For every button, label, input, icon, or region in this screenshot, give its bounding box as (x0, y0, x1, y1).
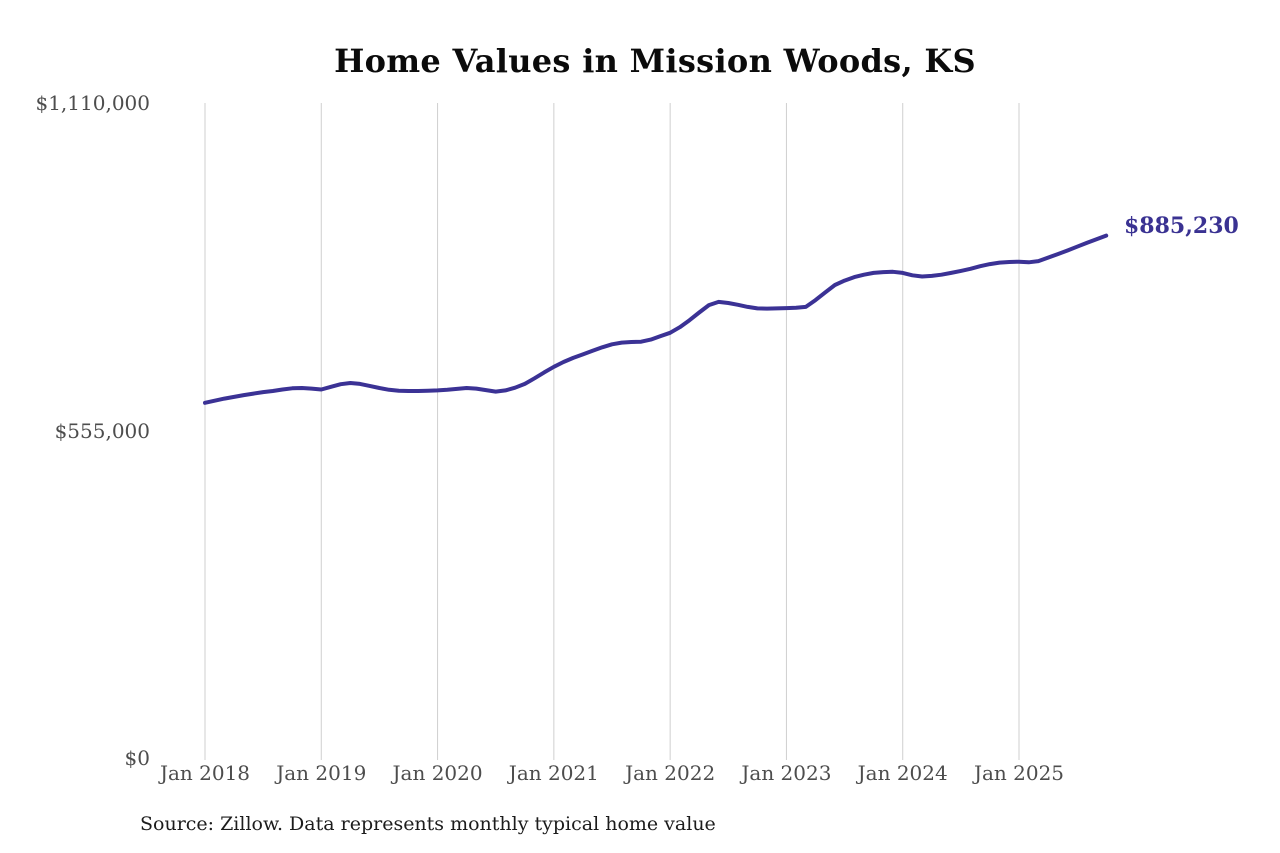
latest-value-label: $885,230 (1124, 213, 1239, 239)
x-axis-tick-label: Jan 2019 (276, 761, 367, 785)
y-axis-tick-label: $1,110,000 (35, 91, 150, 115)
y-axis-tick-label: $0 (124, 746, 150, 770)
y-axis-tick-label: $555,000 (54, 418, 150, 443)
x-axis-tick-label: Jan 2022 (625, 761, 716, 785)
chart-title: Home Values in Mission Woods, KS (334, 42, 976, 80)
x-axis-tick-label: Jan 2021 (508, 761, 599, 785)
x-axis-tick-label: Jan 2018 (159, 761, 251, 785)
home-value-line (203, 233, 1109, 405)
x-axis-tick-label: Jan 2020 (392, 761, 483, 785)
x-axis-tick-label: Jan 2024 (857, 761, 948, 785)
x-axis-tick-label: Jan 2023 (741, 761, 832, 785)
x-axis-tick-label: Jan 2025 (973, 761, 1065, 785)
source-note: Source: Zillow. Data represents monthly … (140, 813, 716, 835)
